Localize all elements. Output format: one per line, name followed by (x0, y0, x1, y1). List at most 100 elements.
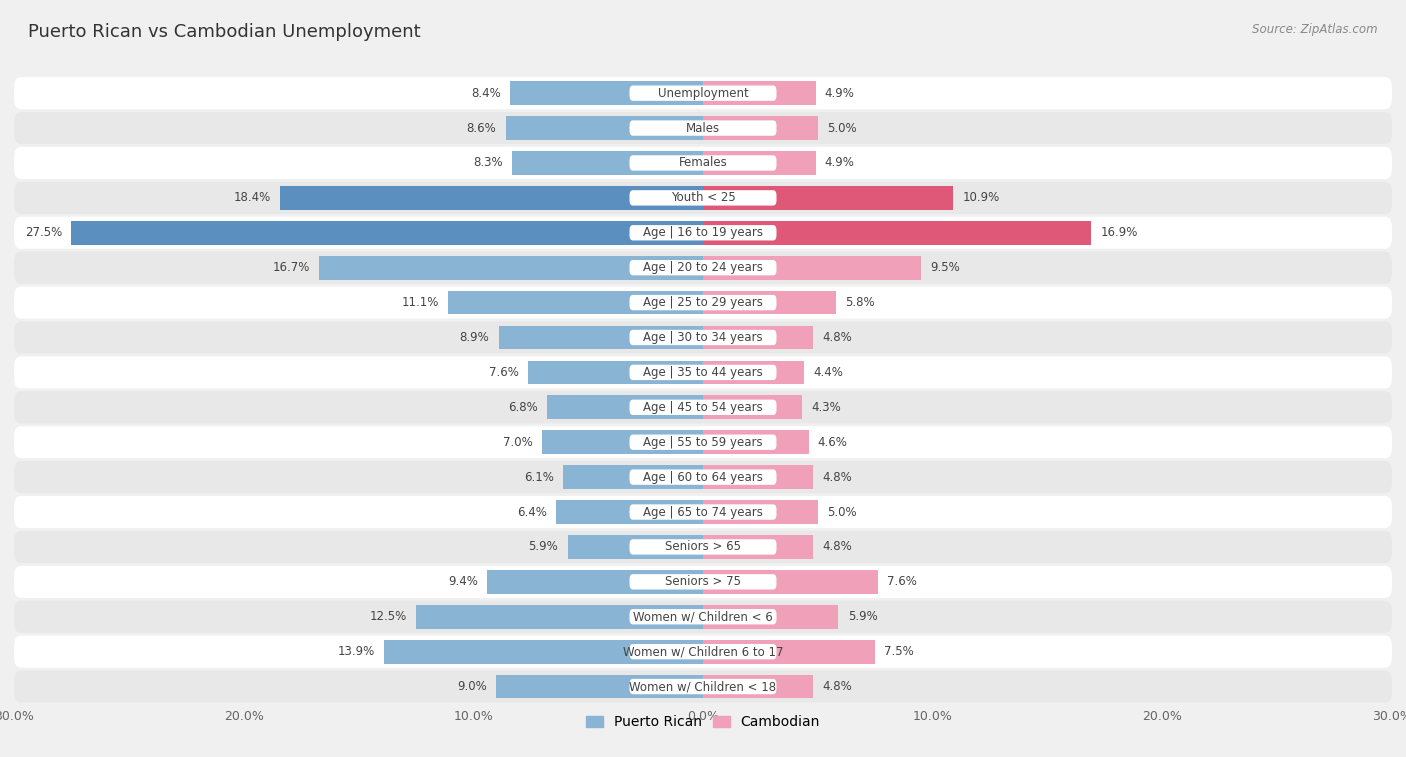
Text: 10.9%: 10.9% (963, 192, 1000, 204)
Text: 7.6%: 7.6% (489, 366, 519, 379)
Text: 4.6%: 4.6% (818, 436, 848, 449)
Text: 4.8%: 4.8% (823, 331, 852, 344)
FancyBboxPatch shape (630, 435, 776, 450)
Text: Unemployment: Unemployment (658, 86, 748, 100)
Text: 8.3%: 8.3% (474, 157, 503, 170)
Text: 4.8%: 4.8% (823, 540, 852, 553)
Text: Age | 16 to 19 years: Age | 16 to 19 years (643, 226, 763, 239)
Bar (703, 81, 815, 105)
FancyBboxPatch shape (630, 539, 776, 555)
Text: 5.8%: 5.8% (845, 296, 875, 309)
Text: 16.7%: 16.7% (273, 261, 311, 274)
Text: Women w/ Children < 18: Women w/ Children < 18 (630, 680, 776, 693)
FancyBboxPatch shape (14, 671, 1392, 702)
Text: 7.0%: 7.0% (503, 436, 533, 449)
Text: Women w/ Children 6 to 17: Women w/ Children 6 to 17 (623, 645, 783, 658)
FancyBboxPatch shape (630, 679, 776, 694)
Bar (486, 570, 703, 593)
FancyBboxPatch shape (14, 147, 1392, 179)
FancyBboxPatch shape (630, 574, 776, 590)
Text: Age | 45 to 54 years: Age | 45 to 54 years (643, 400, 763, 414)
Bar (703, 291, 837, 314)
Text: Age | 25 to 29 years: Age | 25 to 29 years (643, 296, 763, 309)
FancyBboxPatch shape (630, 644, 776, 659)
FancyBboxPatch shape (14, 112, 1392, 144)
FancyBboxPatch shape (14, 565, 1392, 598)
Bar (449, 291, 703, 314)
FancyBboxPatch shape (630, 365, 776, 380)
Text: 4.9%: 4.9% (825, 86, 855, 100)
FancyBboxPatch shape (14, 182, 1392, 214)
FancyBboxPatch shape (14, 357, 1392, 388)
Text: 8.6%: 8.6% (467, 122, 496, 135)
FancyBboxPatch shape (14, 461, 1392, 493)
FancyBboxPatch shape (14, 601, 1392, 633)
Bar (703, 674, 813, 699)
Bar (562, 466, 703, 489)
Bar (703, 430, 808, 454)
Bar (555, 500, 703, 524)
Bar (703, 360, 804, 385)
Text: Seniors > 75: Seniors > 75 (665, 575, 741, 588)
Bar (506, 116, 703, 140)
Bar (703, 605, 838, 628)
Text: Age | 55 to 59 years: Age | 55 to 59 years (643, 436, 763, 449)
Bar (510, 81, 703, 105)
Legend: Puerto Rican, Cambodian: Puerto Rican, Cambodian (581, 709, 825, 735)
Text: 27.5%: 27.5% (25, 226, 62, 239)
FancyBboxPatch shape (630, 120, 776, 136)
Bar (703, 395, 801, 419)
Text: 4.3%: 4.3% (811, 400, 841, 414)
Text: Age | 65 to 74 years: Age | 65 to 74 years (643, 506, 763, 519)
Bar (568, 535, 703, 559)
Text: 13.9%: 13.9% (337, 645, 374, 658)
Text: 16.9%: 16.9% (1101, 226, 1137, 239)
Bar (703, 221, 1091, 245)
FancyBboxPatch shape (14, 322, 1392, 354)
FancyBboxPatch shape (630, 295, 776, 310)
Bar (384, 640, 703, 664)
Text: 8.9%: 8.9% (460, 331, 489, 344)
FancyBboxPatch shape (14, 77, 1392, 109)
Text: Age | 35 to 44 years: Age | 35 to 44 years (643, 366, 763, 379)
Text: 9.4%: 9.4% (449, 575, 478, 588)
Text: 4.8%: 4.8% (823, 680, 852, 693)
FancyBboxPatch shape (630, 330, 776, 345)
Bar (280, 186, 703, 210)
Text: 4.8%: 4.8% (823, 471, 852, 484)
FancyBboxPatch shape (14, 531, 1392, 563)
Bar (703, 256, 921, 279)
Text: 4.4%: 4.4% (813, 366, 844, 379)
Text: Women w/ Children < 6: Women w/ Children < 6 (633, 610, 773, 623)
FancyBboxPatch shape (630, 190, 776, 206)
Text: 12.5%: 12.5% (370, 610, 406, 623)
FancyBboxPatch shape (14, 217, 1392, 249)
FancyBboxPatch shape (630, 469, 776, 484)
Text: Age | 60 to 64 years: Age | 60 to 64 years (643, 471, 763, 484)
Bar (416, 605, 703, 628)
FancyBboxPatch shape (630, 400, 776, 415)
Bar (543, 430, 703, 454)
Text: Puerto Rican vs Cambodian Unemployment: Puerto Rican vs Cambodian Unemployment (28, 23, 420, 41)
FancyBboxPatch shape (630, 155, 776, 170)
Bar (529, 360, 703, 385)
Text: Age | 30 to 34 years: Age | 30 to 34 years (643, 331, 763, 344)
Text: 5.9%: 5.9% (529, 540, 558, 553)
FancyBboxPatch shape (630, 86, 776, 101)
Text: 6.1%: 6.1% (524, 471, 554, 484)
Text: 7.5%: 7.5% (884, 645, 914, 658)
Text: Source: ZipAtlas.com: Source: ZipAtlas.com (1253, 23, 1378, 36)
Text: 6.4%: 6.4% (517, 506, 547, 519)
Text: 18.4%: 18.4% (233, 192, 271, 204)
Text: 5.0%: 5.0% (827, 122, 856, 135)
FancyBboxPatch shape (630, 609, 776, 625)
Bar (703, 466, 813, 489)
Text: Females: Females (679, 157, 727, 170)
Text: 9.0%: 9.0% (457, 680, 486, 693)
Bar (703, 570, 877, 593)
FancyBboxPatch shape (630, 225, 776, 241)
FancyBboxPatch shape (630, 504, 776, 520)
Bar (72, 221, 703, 245)
Text: 6.8%: 6.8% (508, 400, 537, 414)
FancyBboxPatch shape (14, 287, 1392, 319)
